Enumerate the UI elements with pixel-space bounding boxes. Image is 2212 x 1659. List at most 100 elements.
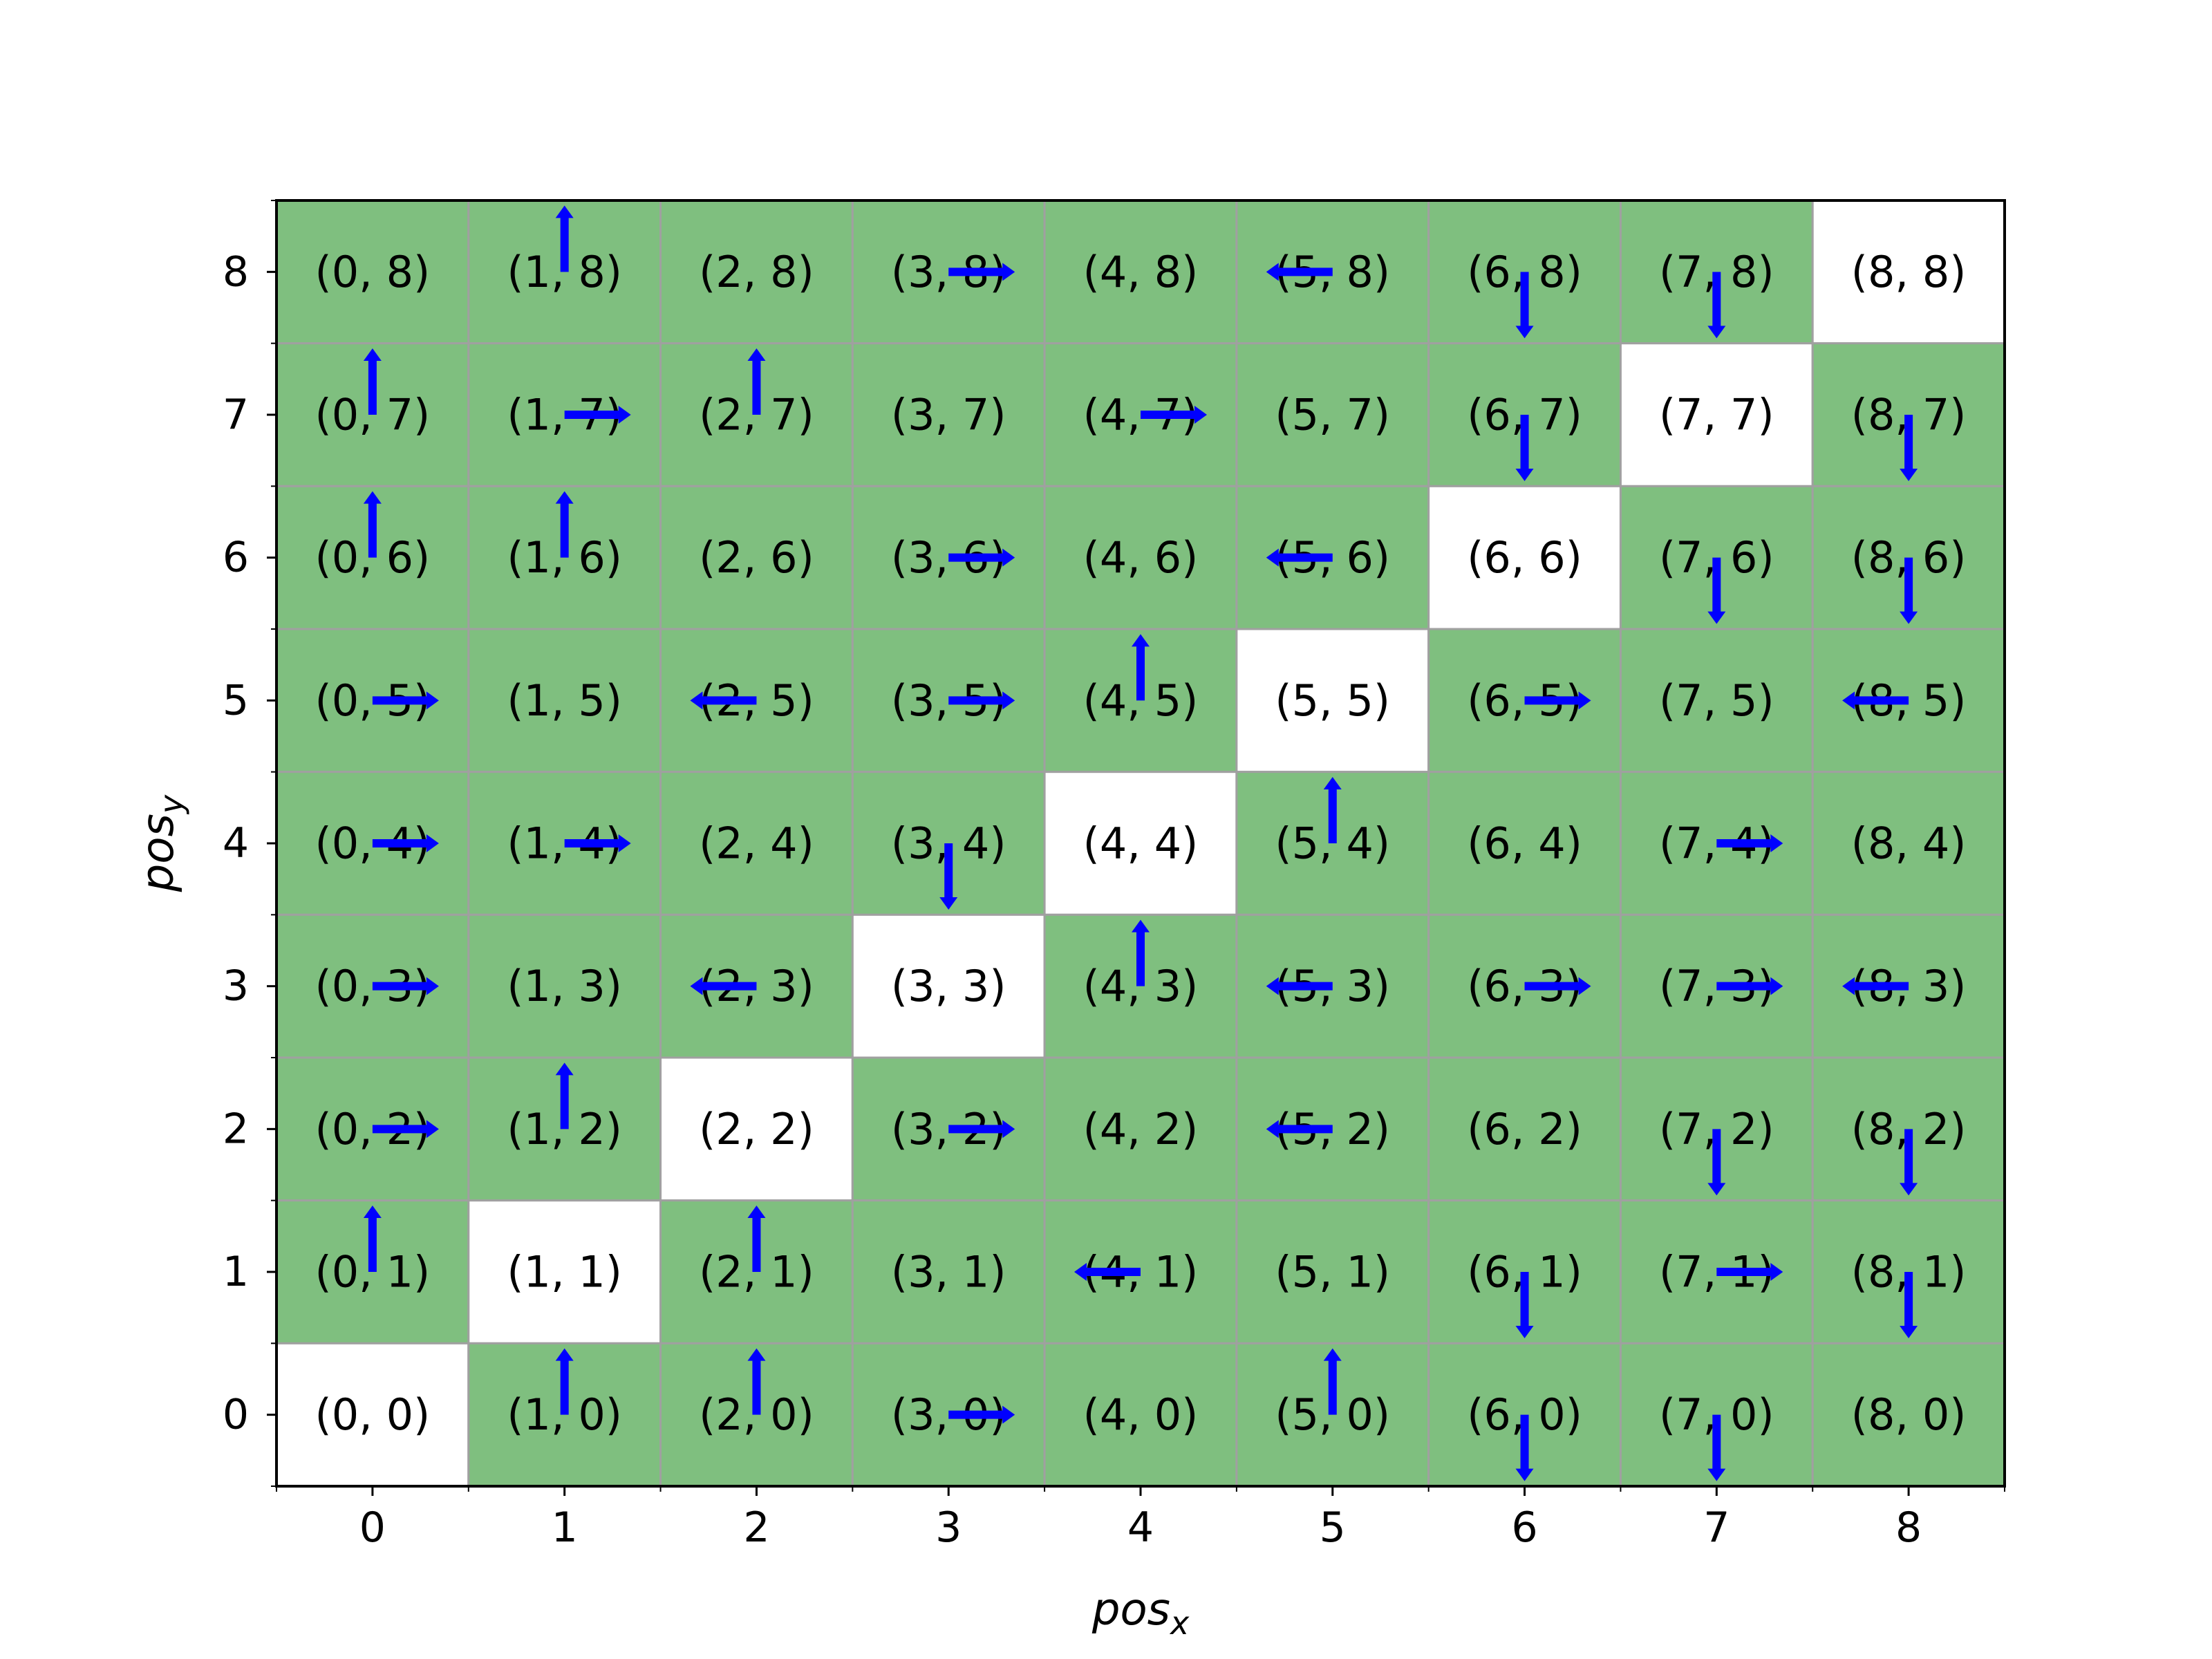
cell-label: (0, 8): [315, 247, 431, 297]
arrow-right-icon: [372, 1120, 439, 1138]
grid-cell: [659, 485, 854, 630]
arrow-left-icon: [1266, 263, 1333, 281]
grid-cell: [1427, 771, 1622, 916]
arrow-up-icon: [747, 1348, 766, 1415]
arrow-right-icon: [1716, 977, 1783, 995]
arrows-layer: [363, 205, 1918, 1481]
arrow-left-icon: [1074, 1263, 1141, 1281]
cell-label: (0, 0): [315, 1389, 431, 1440]
grid-cell: [1043, 1342, 1238, 1488]
x-tick-label: 0: [359, 1503, 386, 1552]
grid-cell: [1811, 771, 2006, 916]
arrow-left-icon: [690, 977, 757, 995]
cell-label: (4, 6): [1083, 532, 1199, 583]
arrow-right-icon: [372, 977, 439, 995]
arrow-left-icon: [1266, 977, 1333, 995]
x-tick-label: 3: [935, 1503, 962, 1552]
y-tick-label: 2: [223, 1105, 249, 1153]
cell-label: (4, 0): [1083, 1389, 1199, 1440]
cell-label: (8, 8): [1851, 247, 1967, 297]
grid-cell: [467, 913, 662, 1059]
arrow-up-icon: [1132, 634, 1150, 701]
arrow-left-icon: [690, 691, 757, 710]
grid-cell: [851, 342, 1046, 487]
arrow-down-icon: [1900, 557, 1918, 624]
y-tick-label: 5: [223, 676, 249, 724]
x-tick-label: 5: [1320, 1503, 1346, 1552]
cell-label: (7, 5): [1659, 675, 1774, 726]
arrow-up-icon: [1132, 919, 1150, 986]
arrow-right-icon: [372, 834, 439, 852]
arrow-right-icon: [1716, 834, 1783, 852]
x-axis-label-main: pos: [1091, 1584, 1170, 1635]
y-axis-label-main: pos: [133, 814, 184, 892]
x-axis-label-subscript: x: [1169, 1604, 1190, 1642]
grid-cell: [1043, 485, 1238, 630]
cell-label: (5, 7): [1275, 390, 1390, 440]
grid-cell: [851, 913, 1046, 1059]
grid-cell: [467, 1199, 662, 1344]
y-tick-label: 8: [223, 247, 249, 296]
cell-label: (4, 4): [1083, 818, 1199, 869]
arrow-left-icon: [1266, 548, 1333, 567]
arrow-down-icon: [1707, 272, 1726, 339]
arrow-right-icon: [564, 834, 631, 852]
y-tick-label: 3: [223, 962, 249, 1011]
arrow-right-icon: [372, 691, 439, 710]
arrow-down-icon: [1900, 415, 1918, 481]
cell-label: (1, 3): [507, 961, 622, 1011]
arrow-down-icon: [1515, 1414, 1534, 1481]
cell-label: (5, 1): [1275, 1247, 1390, 1297]
cell-label: (3, 1): [891, 1247, 1006, 1297]
arrow-up-icon: [555, 1062, 574, 1130]
arrow-up-icon: [555, 1348, 574, 1415]
arrow-right-icon: [948, 1120, 1015, 1138]
arrow-down-icon: [1707, 557, 1726, 624]
y-tick-label: 4: [223, 819, 249, 868]
x-tick-label: 4: [1127, 1503, 1154, 1552]
cell-label: (4, 2): [1083, 1104, 1199, 1154]
arrow-left-icon: [1266, 1120, 1333, 1138]
cell-label: (4, 8): [1083, 247, 1199, 297]
cell-label: (6, 4): [1467, 818, 1582, 869]
arrow-up-icon: [363, 491, 382, 558]
grid-cell: [1619, 628, 1814, 774]
grid-cell: [659, 771, 854, 916]
grid-cell: [851, 1199, 1046, 1344]
grid-cell: [1811, 199, 2006, 345]
cell-label: (5, 5): [1275, 675, 1390, 726]
arrow-up-icon: [1323, 777, 1342, 843]
grid-cell: [467, 628, 662, 774]
x-tick-label: 7: [1703, 1503, 1730, 1552]
x-axis-label: posx: [1091, 1584, 1190, 1642]
cell-label: (6, 2): [1467, 1104, 1582, 1154]
arrow-right-icon: [1141, 406, 1207, 424]
cell-label: (3, 7): [891, 390, 1006, 440]
arrow-down-icon: [1707, 1414, 1726, 1481]
y-tick-label: 1: [223, 1248, 249, 1296]
arrow-down-icon: [1900, 1129, 1918, 1196]
grid-cell: [275, 199, 470, 345]
arrow-up-icon: [1323, 1348, 1342, 1415]
cell-label: (6, 6): [1467, 532, 1582, 583]
arrow-left-icon: [1842, 977, 1909, 995]
cell-label: (2, 2): [699, 1104, 814, 1154]
arrow-right-icon: [1524, 977, 1591, 995]
grid-cell: [1427, 485, 1622, 630]
arrow-right-icon: [1524, 691, 1591, 710]
arrow-up-icon: [747, 1206, 766, 1272]
cell-label: (3, 3): [891, 961, 1006, 1011]
arrow-down-icon: [1900, 1272, 1918, 1338]
grid-cell: [1235, 1199, 1430, 1344]
grid-cell: [1043, 771, 1238, 916]
y-tick-label: 7: [223, 391, 249, 439]
arrow-down-icon: [939, 843, 958, 910]
arrow-up-icon: [363, 1206, 382, 1272]
y-tick-label: 6: [223, 534, 249, 582]
tick-labels-layer: 0 1 2 3 4 5 6 7 8 0 1 2 3 4 5 6 7 8: [223, 247, 1922, 1552]
grid-cell: [851, 1056, 1046, 1202]
cell-label: (8, 0): [1851, 1389, 1967, 1440]
cell-label: (7, 7): [1659, 390, 1774, 440]
grid-cell: [1043, 1056, 1238, 1202]
x-tick-label: 2: [743, 1503, 769, 1552]
